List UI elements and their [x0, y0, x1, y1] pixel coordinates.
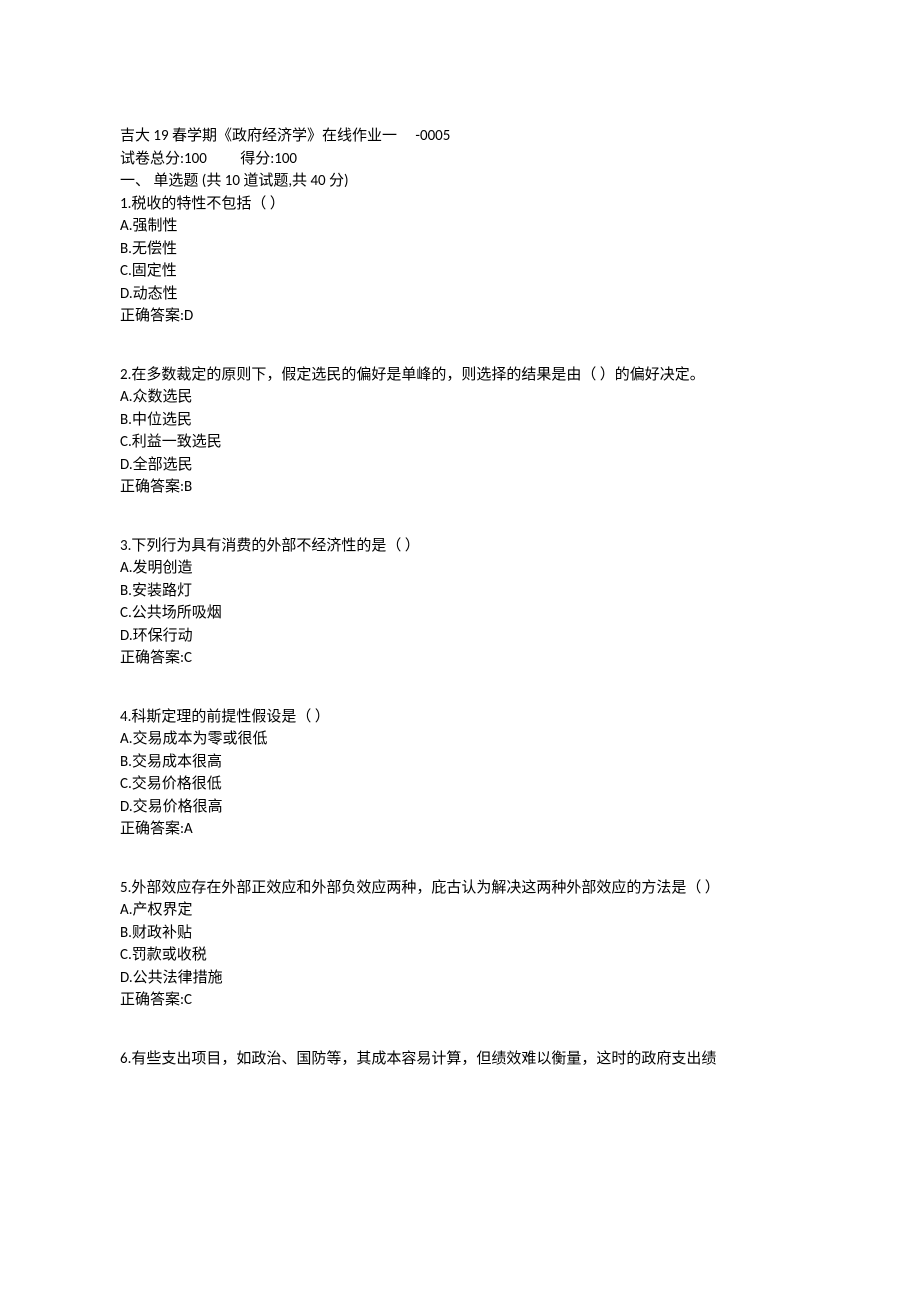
option-c: C.利益一致选民: [120, 431, 800, 454]
option-c: C.交易价格很低: [120, 773, 800, 796]
question-block: 3.下列行为具有消费的外部不经济性的是（ ） A.发明创造 B.安装路灯 C.公…: [120, 535, 800, 670]
option-c: C.固定性: [120, 260, 800, 283]
option-b: B.财政补贴: [120, 922, 800, 945]
question-stem: 4.科斯定理的前提性假设是（ ）: [120, 706, 800, 729]
question-stem: 6.有些支出项目，如政治、国防等，其成本容易计算，但绩效难以衡量，这时的政府支出…: [120, 1048, 800, 1071]
option-d: D.公共法律措施: [120, 967, 800, 990]
exam-title: 吉大 19 春学期《政府经济学》在线作业一 -0005: [120, 125, 800, 148]
answer-text: 正确答案:C: [120, 989, 800, 1012]
answer-text: 正确答案:A: [120, 818, 800, 841]
question-block: 2.在多数裁定的原则下，假定选民的偏好是单峰的，则选择的结果是由（ ）的偏好决定…: [120, 364, 800, 499]
option-b: B.中位选民: [120, 409, 800, 432]
answer-text: 正确答案:B: [120, 476, 800, 499]
option-d: D.动态性: [120, 283, 800, 306]
question-stem: 2.在多数裁定的原则下，假定选民的偏好是单峰的，则选择的结果是由（ ）的偏好决定…: [120, 364, 800, 387]
question-block: 1.税收的特性不包括（ ） A.强制性 B.无偿性 C.固定性 D.动态性 正确…: [120, 193, 800, 328]
option-a: A.发明创造: [120, 557, 800, 580]
option-a: A.众数选民: [120, 386, 800, 409]
question-stem: 5.外部效应存在外部正效应和外部负效应两种，庇古认为解决这两种外部效应的方法是（…: [120, 877, 800, 900]
question-stem: 3.下列行为具有消费的外部不经济性的是（ ）: [120, 535, 800, 558]
section-header: 一、 单选题 (共 10 道试题,共 40 分): [120, 170, 800, 193]
answer-text: 正确答案:C: [120, 647, 800, 670]
score-line: 试卷总分:100 得分:100: [120, 148, 800, 171]
option-a: A.强制性: [120, 215, 800, 238]
question-block: 6.有些支出项目，如政治、国防等，其成本容易计算，但绩效难以衡量，这时的政府支出…: [120, 1048, 800, 1071]
option-c: C.罚款或收税: [120, 944, 800, 967]
option-c: C.公共场所吸烟: [120, 602, 800, 625]
option-d: D.交易价格很高: [120, 796, 800, 819]
question-block: 4.科斯定理的前提性假设是（ ） A.交易成本为零或很低 B.交易成本很高 C.…: [120, 706, 800, 841]
option-d: D.环保行动: [120, 625, 800, 648]
option-b: B.交易成本很高: [120, 751, 800, 774]
question-stem: 1.税收的特性不包括（ ）: [120, 193, 800, 216]
option-b: B.无偿性: [120, 238, 800, 261]
answer-text: 正确答案:D: [120, 305, 800, 328]
question-block: 5.外部效应存在外部正效应和外部负效应两种，庇古认为解决这两种外部效应的方法是（…: [120, 877, 800, 1012]
option-a: A.产权界定: [120, 899, 800, 922]
option-d: D.全部选民: [120, 454, 800, 477]
option-b: B.安装路灯: [120, 580, 800, 603]
option-a: A.交易成本为零或很低: [120, 728, 800, 751]
